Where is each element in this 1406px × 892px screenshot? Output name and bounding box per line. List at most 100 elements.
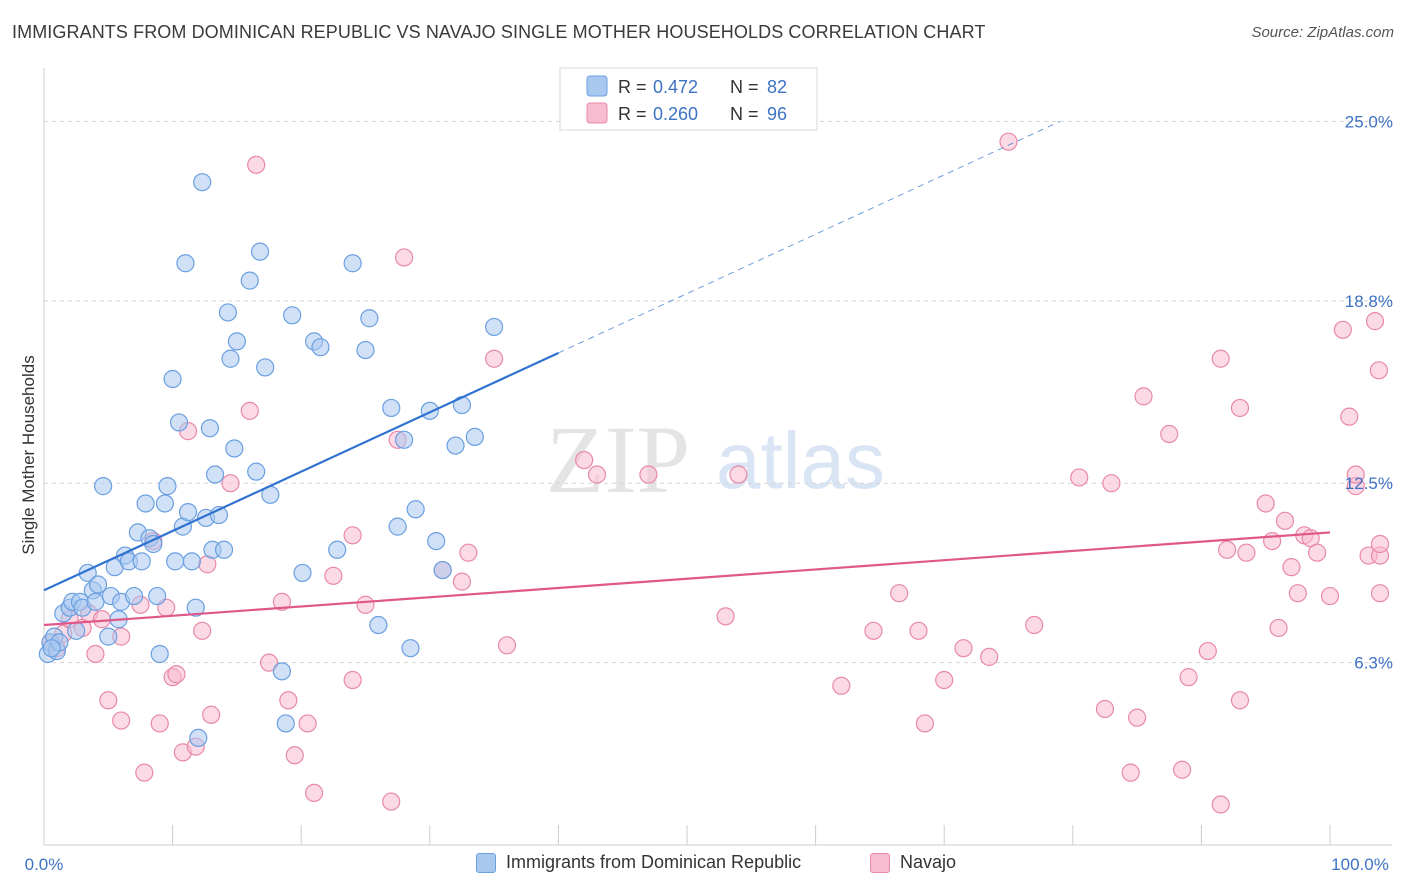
y-tick-label: 18.8% bbox=[1345, 292, 1393, 311]
dominican-point bbox=[293, 563, 312, 583]
navajo-point bbox=[1230, 398, 1250, 418]
axes bbox=[43, 68, 1392, 846]
legend-swatch-pink bbox=[586, 102, 608, 124]
legend-n-value-pink: 96 bbox=[767, 104, 787, 124]
navajo-point bbox=[304, 783, 324, 803]
x-tick-label-max: 100.0% bbox=[1331, 855, 1389, 874]
legend-r-label-pink: R = bbox=[618, 104, 647, 124]
dominican-point bbox=[124, 586, 144, 606]
dominican-point bbox=[158, 477, 177, 496]
dominican-points bbox=[38, 173, 504, 748]
watermark-zip: ZIP bbox=[546, 406, 690, 513]
dominican-point bbox=[227, 332, 246, 351]
navajo-point bbox=[980, 647, 999, 666]
dominican-point bbox=[401, 639, 420, 658]
y-tick-label: 12.5% bbox=[1345, 474, 1393, 493]
navajo-point bbox=[1160, 424, 1179, 444]
navajo-point bbox=[452, 572, 472, 591]
navajo-point bbox=[285, 746, 304, 765]
navajo-point bbox=[1340, 407, 1359, 426]
dominican-point bbox=[356, 340, 375, 360]
dominican-point bbox=[94, 477, 113, 496]
dominican-point bbox=[186, 598, 205, 617]
legend-label-navajo: Navajo bbox=[900, 852, 957, 872]
dominican-point bbox=[88, 575, 108, 594]
navajo-point bbox=[259, 653, 279, 672]
grid-lines bbox=[44, 120, 1392, 664]
navajo-point bbox=[1134, 387, 1153, 406]
navajo-point bbox=[999, 132, 1018, 151]
navajo-point bbox=[1346, 465, 1365, 484]
navajo-point bbox=[221, 474, 240, 493]
dominican-point bbox=[166, 552, 185, 571]
navajo-point bbox=[915, 714, 935, 733]
y-tick-label: 6.3% bbox=[1354, 654, 1393, 673]
navajo-point bbox=[324, 566, 343, 585]
y-tick-label: 25.0% bbox=[1345, 112, 1393, 131]
navajo-point bbox=[343, 670, 362, 690]
dominican-point bbox=[394, 430, 414, 449]
dominican-point bbox=[446, 436, 465, 455]
dominican-point bbox=[369, 615, 388, 635]
dominican-point bbox=[99, 627, 118, 646]
x-tick-label-min: 0.0% bbox=[25, 855, 64, 874]
navajo-point bbox=[1256, 494, 1275, 513]
dominican-point bbox=[176, 254, 195, 273]
navajo-point bbox=[1179, 668, 1198, 687]
dominican-point bbox=[465, 427, 484, 446]
dominican-point bbox=[250, 242, 270, 261]
navajo-point bbox=[890, 584, 909, 603]
legend-swatch-navajo bbox=[870, 852, 890, 873]
trend-lines bbox=[43, 120, 1331, 627]
navajo-point bbox=[1102, 474, 1121, 493]
navajo-point bbox=[1369, 361, 1388, 380]
legend-r-label-blue: R = bbox=[618, 77, 647, 97]
legend-n-label-pink: N = bbox=[730, 104, 759, 124]
navajo-point bbox=[193, 621, 212, 640]
series-legend: Immigrants from Dominican Republic Navaj… bbox=[0, 850, 1406, 880]
navajo-point bbox=[1211, 349, 1230, 368]
navajo-point bbox=[343, 526, 362, 545]
navajo-point bbox=[1127, 708, 1147, 727]
dominican-point bbox=[169, 413, 189, 432]
dominican-point bbox=[343, 254, 362, 273]
dominican-point bbox=[86, 592, 105, 611]
dominican-point bbox=[240, 271, 259, 290]
legend-n-value-blue: 82 bbox=[767, 77, 787, 97]
navajo-point bbox=[935, 670, 954, 690]
navajo-point bbox=[86, 644, 105, 664]
dominican-point bbox=[328, 540, 347, 559]
navajo-point bbox=[1320, 586, 1340, 606]
navajo-point bbox=[1095, 699, 1115, 719]
navajo-point bbox=[202, 705, 221, 724]
navajo-point bbox=[1025, 615, 1044, 635]
dominican-point bbox=[148, 586, 167, 606]
dominican-point bbox=[247, 462, 266, 481]
source-label: Source: ZipAtlas.com bbox=[1251, 24, 1394, 41]
navajo-point bbox=[1282, 558, 1301, 577]
navajo-point bbox=[1173, 760, 1192, 779]
navajo-point bbox=[112, 711, 131, 730]
legend-r-value-pink: 0.260 bbox=[653, 104, 698, 124]
navajo-point bbox=[459, 543, 478, 562]
dominican-point bbox=[67, 621, 86, 640]
chart-title: IMMIGRANTS FROM DOMINICAN REPUBLIC VS NA… bbox=[12, 22, 986, 42]
navajo-point bbox=[1365, 312, 1385, 331]
navajo-point bbox=[1288, 584, 1307, 603]
navajo-point bbox=[1230, 691, 1250, 710]
navajo-point bbox=[1275, 511, 1295, 530]
correlation-legend: R = 0.472 N = 82 R = 0.260 N = 96 bbox=[559, 67, 818, 131]
navajo-point bbox=[394, 248, 414, 267]
dominican-trend-line bbox=[43, 351, 559, 592]
navajo-points bbox=[41, 132, 1390, 814]
dominican-point bbox=[155, 494, 174, 513]
dominican-point bbox=[276, 714, 295, 733]
dominican-point bbox=[205, 465, 225, 484]
dominican-point bbox=[311, 338, 330, 357]
navajo-point bbox=[167, 665, 186, 684]
navajo-point bbox=[99, 691, 118, 710]
legend-item-navajo: Navajo bbox=[870, 852, 956, 873]
navajo-point bbox=[832, 676, 851, 695]
navajo-point bbox=[909, 621, 928, 640]
